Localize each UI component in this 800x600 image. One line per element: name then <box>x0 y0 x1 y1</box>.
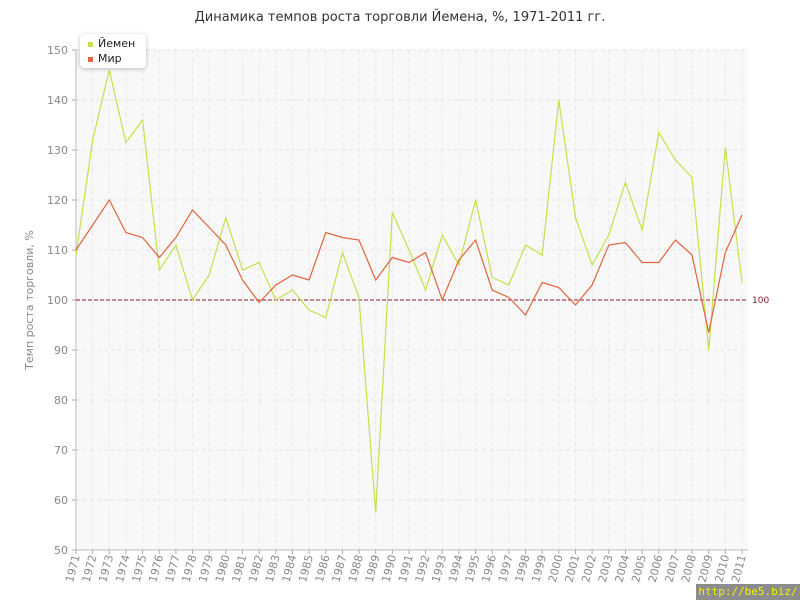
series-line-yemen[interactable] <box>75 69 743 513</box>
y-tick-label: 100 <box>47 294 68 307</box>
y-tick-label: 110 <box>47 244 68 257</box>
legend-label-world: Мир <box>98 52 122 65</box>
reference-line-group: 100 <box>76 296 769 306</box>
reference-line-label: 100 <box>752 296 769 306</box>
y-tick-label: 130 <box>47 144 68 157</box>
y-tick-label: 90 <box>54 344 68 357</box>
y-tick-label: 80 <box>54 394 68 407</box>
legend-item-world[interactable]: Мир <box>88 52 122 65</box>
legend-item-yemen[interactable]: Йемен <box>88 37 135 50</box>
watermark-link[interactable]: http://be5.biz/ <box>696 584 800 600</box>
series-group <box>75 69 743 513</box>
y-tick-label: 60 <box>54 494 68 507</box>
series-line-world[interactable] <box>75 198 743 333</box>
legend-swatch-yemen <box>88 41 93 47</box>
chart-title: Динамика темпов роста торговли Йемена, %… <box>194 10 606 25</box>
x-tick-label: 2011 <box>729 553 749 583</box>
y-tick-label: 70 <box>54 444 68 457</box>
legend-label-yemen: Йемен <box>98 37 136 50</box>
y-tick-label: 140 <box>47 94 68 107</box>
grid <box>75 49 748 550</box>
y-axis-label: Темп роста торговли, % <box>23 230 36 371</box>
legend: Йемен Мир <box>80 34 146 68</box>
legend-swatch-world <box>88 56 93 62</box>
y-tick-label: 120 <box>47 194 68 207</box>
y-tick-label: 150 <box>47 44 68 57</box>
y-tick-label: 50 <box>54 544 68 557</box>
